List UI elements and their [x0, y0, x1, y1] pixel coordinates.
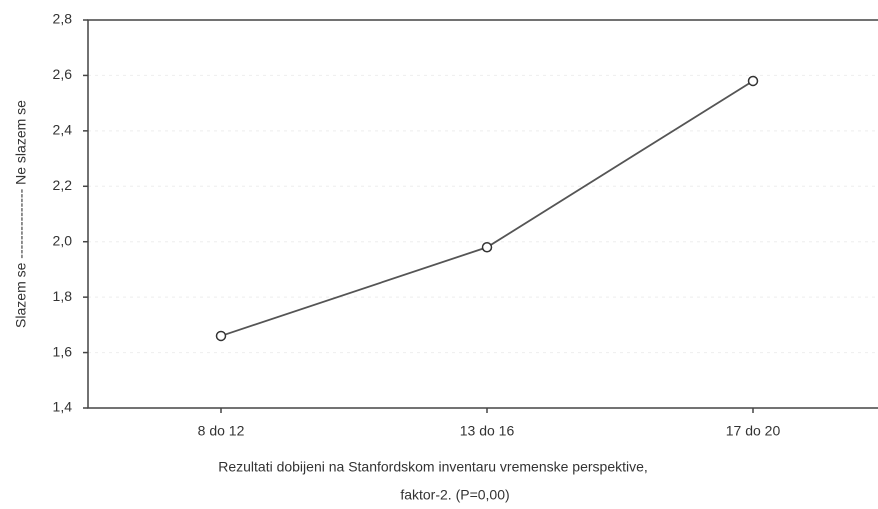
y-tick-label: 2,4 — [53, 122, 73, 138]
data-point — [481, 242, 493, 253]
x-tick-label: 8 do 12 — [198, 423, 245, 439]
plot-frame — [87, 19, 878, 409]
y-tick-label: 2,2 — [53, 177, 73, 193]
y-tick-label: 1,4 — [53, 399, 73, 415]
data-point — [215, 330, 227, 342]
y-axis-label: Slazem se --------------- Ne slazem se — [13, 100, 29, 328]
x-tick-label: 17 do 20 — [726, 423, 781, 439]
x-tick-label: 13 do 16 — [460, 423, 515, 439]
data-point — [747, 75, 759, 87]
x-axis-label: faktor-2. (P=0,00) — [400, 487, 509, 503]
y-tick-label: 1,6 — [53, 343, 73, 359]
series-line — [220, 80, 754, 337]
x-axis-label: Rezultati dobijeni na Stanfordskom inven… — [218, 459, 648, 475]
y-tick-label: 2,8 — [53, 11, 73, 27]
y-tick-label: 2,0 — [53, 232, 73, 248]
y-tick-label: 2,6 — [53, 66, 73, 82]
y-tick-label: 1,8 — [53, 288, 73, 304]
